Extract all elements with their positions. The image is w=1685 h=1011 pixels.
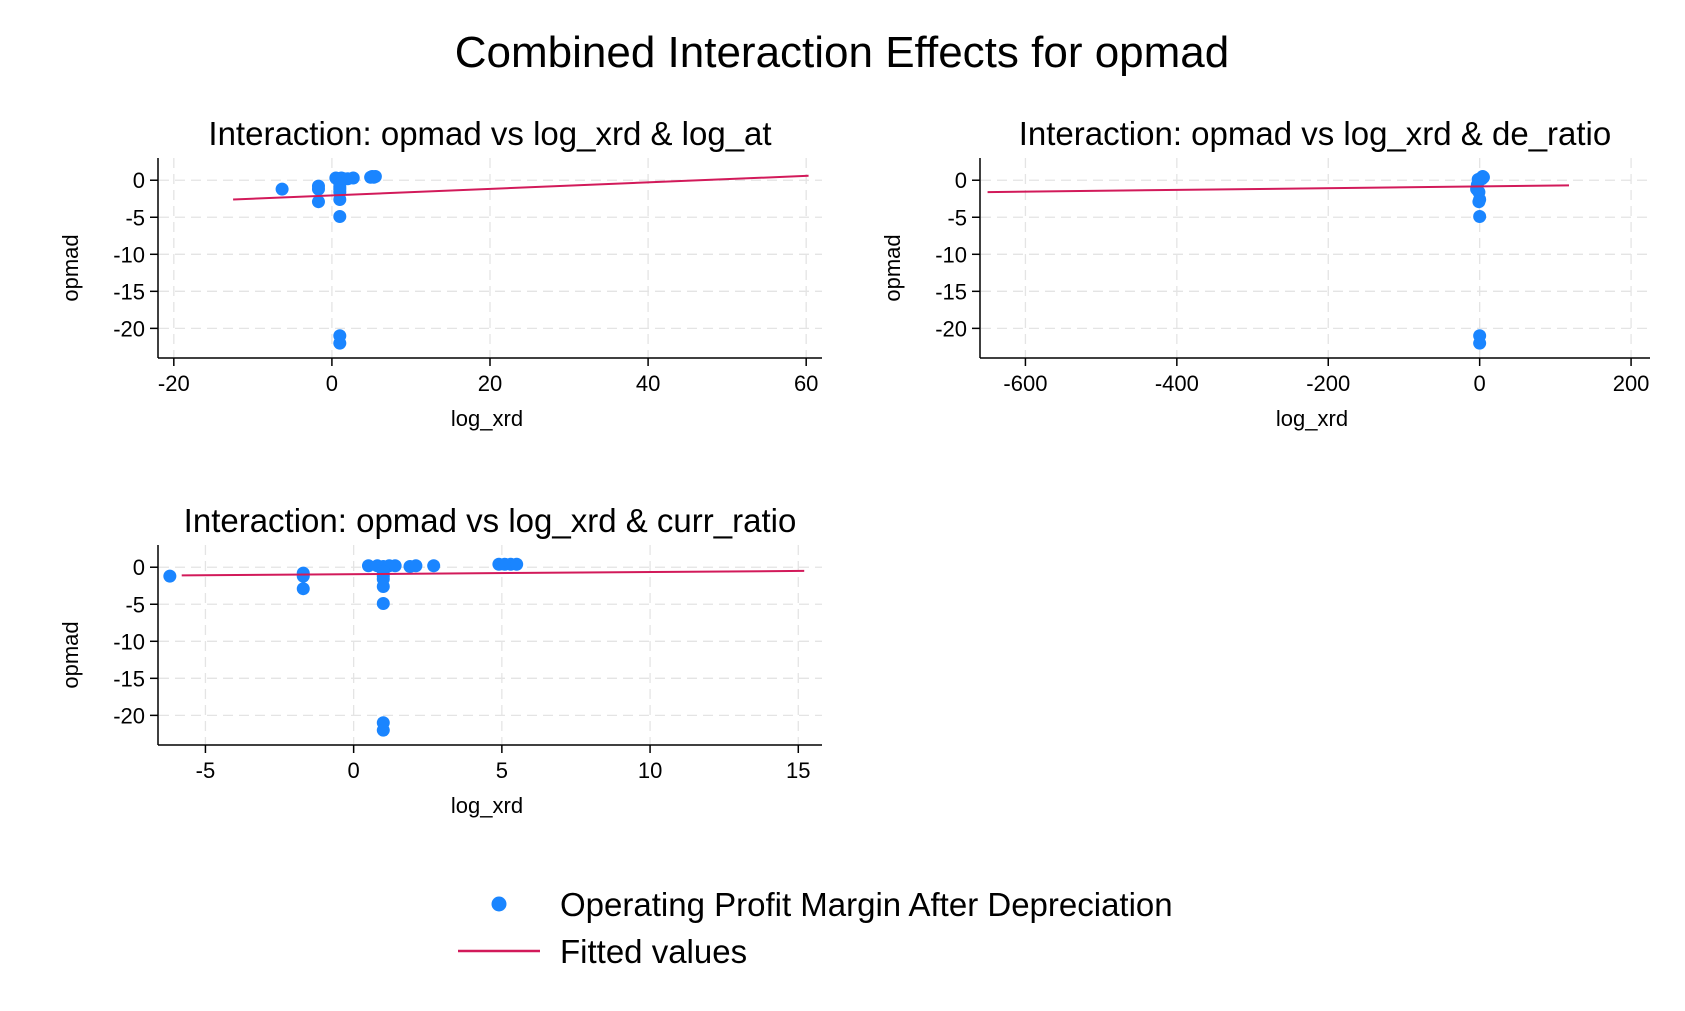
legend-label-fit: Fitted values: [560, 933, 747, 970]
panel-curr-ratio: 0 -5 -10 -15 -20 -5 0 5 10 15 Interaction: opmad v…: [58, 502, 822, 818]
y-tick-label: -15: [113, 279, 145, 304]
data-point: [333, 336, 347, 350]
y-tick-label: -5: [125, 592, 145, 617]
x-axis-label: log_xrd: [451, 793, 523, 818]
y-axis-label: opmad: [58, 234, 83, 301]
x-tick-label: -20: [158, 371, 190, 396]
y-tick-label: 0: [133, 168, 145, 193]
y-tick-label: -5: [125, 205, 145, 230]
fitted-line: [181, 569, 805, 577]
data-point: [1472, 195, 1486, 209]
x-tick-label: 40: [636, 371, 660, 396]
y-tick-label: -20: [113, 316, 145, 341]
x-tick-label: 0: [326, 371, 338, 396]
figure-title: Combined Interaction Effects for opmad: [455, 28, 1230, 77]
data-point: [427, 559, 441, 573]
y-tick-label: 0: [133, 555, 145, 580]
y-tick-label: -5: [947, 205, 967, 230]
fitted-line: [987, 184, 1570, 194]
panel-log-at: 0 -5 -10 -15 -20 -20 0 20 40 60 Interaction: opmad…: [58, 115, 822, 431]
data-point: [311, 182, 325, 196]
data-point: [333, 192, 347, 206]
data-point: [368, 170, 382, 184]
x-tick-label: 200: [1613, 371, 1650, 396]
y-tick-label: -15: [113, 666, 145, 691]
x-tick-label: 0: [348, 758, 360, 783]
x-tick-label: 5: [496, 758, 508, 783]
data-point: [275, 182, 289, 196]
data-point: [1473, 210, 1487, 224]
panel-title: Interaction: opmad vs log_xrd & de_ratio: [1019, 115, 1612, 152]
y-tick-label: -20: [935, 316, 967, 341]
x-tick-label: 60: [794, 371, 818, 396]
data-point: [163, 569, 177, 583]
legend-label-points: Operating Profit Margin After Depreciati…: [560, 886, 1173, 923]
y-tick-label: -15: [935, 279, 967, 304]
y-tick-label: -10: [113, 629, 145, 654]
x-tick-label: -400: [1155, 371, 1199, 396]
y-tick-label: -20: [113, 703, 145, 728]
x-tick-label: 10: [638, 758, 662, 783]
data-point: [1473, 336, 1487, 350]
y-axis-label: opmad: [880, 234, 905, 301]
legend: Operating Profit Margin After Depreciati…: [458, 886, 1173, 970]
data-point: [361, 559, 375, 573]
data-point: [333, 210, 347, 224]
data-point: [296, 569, 310, 583]
data-point: [376, 597, 390, 611]
data-point: [409, 559, 423, 573]
x-tick-label: -600: [1003, 371, 1047, 396]
x-tick-label: 20: [478, 371, 502, 396]
data-point: [376, 579, 390, 593]
y-axis-label: opmad: [58, 621, 83, 688]
data-point: [376, 723, 390, 737]
data-point: [510, 557, 524, 571]
y-tick-label: -10: [935, 242, 967, 267]
data-point: [388, 559, 402, 573]
y-tick-label: -10: [113, 242, 145, 267]
x-tick-label: -200: [1306, 371, 1350, 396]
x-tick-label: 0: [1474, 371, 1486, 396]
panel-de-ratio: 0 -5 -10 -15 -20 -600 -400 -200 0 200 Interaction:…: [880, 115, 1650, 431]
x-axis-label: log_xrd: [451, 406, 523, 431]
fitted-line: [233, 174, 809, 201]
y-tick-label: 0: [955, 168, 967, 193]
data-point: [296, 582, 310, 596]
panel-title: Interaction: opmad vs log_xrd & log_at: [208, 115, 771, 152]
data-point: [346, 171, 360, 185]
x-tick-label: 15: [786, 758, 810, 783]
legend-marker-points: [491, 896, 507, 912]
data-point: [311, 195, 325, 209]
x-axis-label: log_xrd: [1276, 406, 1348, 431]
x-tick-label: -5: [196, 758, 216, 783]
panel-title: Interaction: opmad vs log_xrd & curr_rat…: [184, 502, 797, 539]
